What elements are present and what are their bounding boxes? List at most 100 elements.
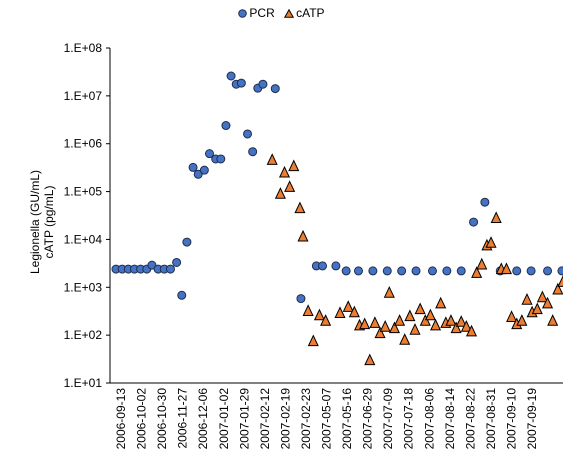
pcr-point — [368, 266, 378, 276]
y-tick-label: 1.E+07 — [64, 89, 103, 103]
catp-point — [394, 314, 406, 326]
x-tick-label: 2007-06-29 — [361, 388, 375, 450]
x-tick-label: 2007-02-23 — [299, 388, 313, 450]
pcr-point — [182, 237, 192, 247]
catp-point — [399, 333, 411, 345]
catp-point — [307, 334, 319, 347]
catp-point — [359, 317, 371, 330]
pcr-point — [341, 266, 351, 276]
catp-point — [424, 308, 436, 321]
y-tick-label: 1.E+05 — [64, 185, 103, 199]
catp-point — [274, 187, 286, 199]
pcr-point — [221, 121, 231, 131]
catp-point — [342, 300, 354, 312]
pcr-point — [243, 129, 253, 139]
catp-point — [476, 257, 488, 270]
y-tick-label: 1.E+04 — [64, 232, 103, 246]
pcr-point — [199, 165, 209, 175]
x-tick-label: 2007-08-22 — [463, 388, 477, 450]
y-axis-title: Legionella (GU/mL) cATP (pg/mL) — [28, 142, 56, 302]
x-tick-label: 2007-07-09 — [381, 388, 395, 450]
catp-point — [460, 320, 472, 332]
catp-point — [465, 324, 478, 337]
catp-point — [531, 302, 543, 315]
catp-point — [435, 296, 447, 309]
y-tick-label: 1.E+06 — [64, 137, 103, 151]
catp-point — [552, 282, 563, 295]
catp-point — [320, 314, 332, 326]
pcr-point — [236, 78, 246, 88]
pcr-point — [258, 79, 268, 89]
pcr-point — [188, 162, 198, 172]
pcr-point — [397, 266, 407, 276]
x-tick-label: 2007-08-06 — [422, 388, 436, 450]
catp-point — [334, 306, 346, 319]
catp-point — [471, 266, 483, 278]
catp-point — [490, 211, 502, 224]
pcr-point — [557, 266, 563, 276]
pcr-point — [469, 217, 479, 227]
legend-label-catp: cATP — [296, 6, 325, 20]
catp-point — [302, 304, 314, 316]
pcr-point — [216, 154, 226, 164]
catp-point — [521, 293, 533, 305]
y-axis-title-line1: Legionella (GU/mL) — [28, 169, 42, 275]
catp-point — [455, 315, 467, 327]
catp-point — [383, 286, 395, 298]
catp-point — [266, 153, 278, 165]
pcr-point — [456, 266, 466, 276]
x-tick-label: 2007-02-19 — [278, 388, 292, 450]
catp-point — [313, 308, 325, 321]
x-tick-label: 2006-11-27 — [176, 388, 190, 449]
pcr-point — [427, 266, 437, 276]
x-tick-label: 2006-10-02 — [135, 388, 149, 450]
pcr-point — [172, 257, 182, 267]
data-marks — [111, 71, 563, 366]
legend-item-pcr: PCR — [238, 6, 275, 20]
catp-point — [445, 314, 457, 326]
x-tick-label: 2007-08-31 — [484, 388, 498, 450]
catp-point — [297, 229, 309, 242]
catp-point — [557, 275, 563, 287]
pcr-point — [318, 261, 328, 271]
catp-point — [288, 159, 300, 172]
x-tick-label: 2006-09-13 — [114, 388, 128, 450]
pcr-point — [270, 84, 280, 94]
catp-point — [516, 314, 528, 326]
y-ticks: 1.E+01 1.E+02 1.E+03 1.E+04 1.E+05 1.E+06 1.E+… — [64, 41, 110, 390]
catp-point — [284, 180, 296, 192]
catp-point — [374, 326, 386, 339]
pcr-point — [543, 266, 553, 276]
x-tick-label: 2007-02-12 — [258, 388, 272, 450]
pcr-point — [248, 147, 258, 157]
catp-point — [294, 201, 306, 214]
catp-point — [485, 236, 497, 248]
catp-point — [379, 320, 391, 332]
x-tick-label: 2007-05-16 — [340, 388, 354, 450]
x-tick-label: 2007-07-18 — [402, 388, 416, 450]
catp-point — [542, 296, 554, 309]
legend: PCR cATP — [0, 6, 563, 21]
pcr-point — [442, 266, 452, 276]
pcr-point — [411, 266, 421, 276]
catp-point — [500, 262, 512, 275]
y-tick-label: 1.E+02 — [64, 328, 103, 342]
x-tick-label: 2007-09-19 — [525, 388, 539, 450]
catp-point — [369, 316, 381, 328]
catp-point — [450, 321, 462, 334]
y-tick-label: 1.E+08 — [64, 41, 103, 55]
catp-point — [547, 314, 559, 326]
x-tick-label: 2007-01-29 — [237, 388, 251, 450]
legend-circle-marker — [238, 8, 248, 18]
pcr-point — [165, 264, 175, 274]
pcr-point — [480, 197, 490, 207]
legend-label-pcr: PCR — [249, 6, 275, 20]
y-axis-title-line2: cATP (pg/mL) — [42, 185, 56, 259]
catp-point — [506, 310, 518, 322]
legend-item-catp: cATP — [284, 6, 325, 20]
x-ticks: 2006-09-13 2006-10-02 2006-10-30 2006-11-27… — [114, 388, 539, 450]
catp-point — [409, 323, 421, 335]
pcr-point — [526, 266, 536, 276]
legend-triangle-marker — [284, 8, 295, 18]
